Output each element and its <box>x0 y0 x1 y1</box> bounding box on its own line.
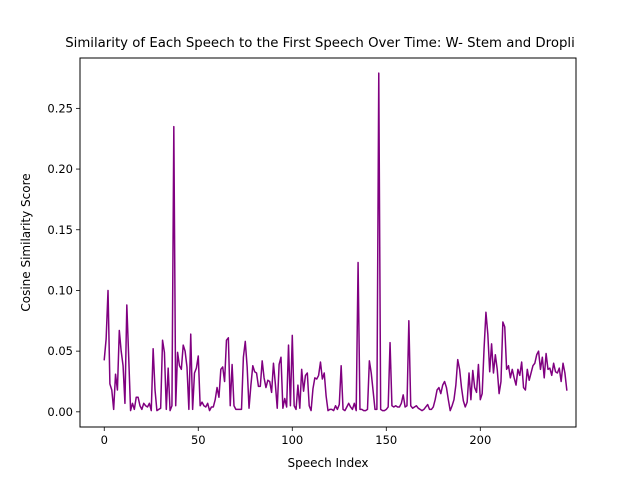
x-axis-label: Speech Index <box>287 456 368 470</box>
similarity-series-line <box>103 72 568 412</box>
y-tick-label: 0.15 <box>47 223 73 237</box>
chart-title: Similarity of Each Speech to the First S… <box>65 36 575 51</box>
x-tick-label: 50 <box>191 433 206 447</box>
y-tick-label: 0.20 <box>47 162 73 176</box>
y-tick-label: 0.00 <box>47 405 73 419</box>
plot-area: 0 50 100 150 200 0.00 0.05 0.10 0.15 0.20 0.25 <box>47 57 577 447</box>
y-tick-label: 0.05 <box>47 344 73 358</box>
x-tick-label: 150 <box>375 433 397 447</box>
y-axis-ticks: 0.00 0.05 0.10 0.15 0.20 0.25 <box>47 101 80 419</box>
axes-frame <box>79 57 577 428</box>
x-tick-label: 200 <box>469 433 491 447</box>
x-tick-label: 100 <box>281 433 303 447</box>
x-tick-label: 0 <box>101 433 108 447</box>
y-tick-label: 0.25 <box>47 101 73 115</box>
y-axis-label: Cosine Similarity Score <box>19 173 33 311</box>
x-axis-ticks: 0 50 100 150 200 <box>101 427 491 447</box>
y-tick-label: 0.10 <box>47 283 73 297</box>
